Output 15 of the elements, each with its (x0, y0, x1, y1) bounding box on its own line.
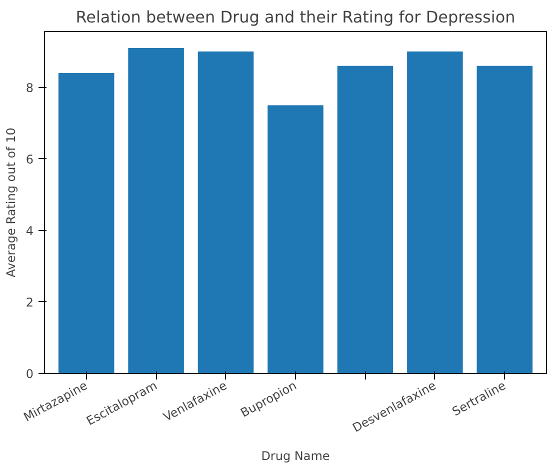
y-tick-label: 4 (26, 224, 34, 238)
y-tick-label: 2 (26, 295, 34, 310)
y-tick-label: 6 (26, 152, 34, 166)
bar (337, 66, 394, 374)
bar (407, 52, 463, 374)
bar (476, 66, 533, 374)
y-axis-title: Average Rating out of 10 (4, 128, 18, 278)
bar (128, 48, 184, 374)
x-axis-title: Drug Name (261, 449, 330, 464)
y-tick-label: 8 (26, 80, 34, 95)
bar (198, 52, 254, 374)
chart-title: Relation between Drug and their Rating for Depression (76, 8, 516, 26)
y-tick-label: 0 (26, 367, 34, 381)
bar (268, 105, 324, 374)
bar (58, 73, 114, 374)
